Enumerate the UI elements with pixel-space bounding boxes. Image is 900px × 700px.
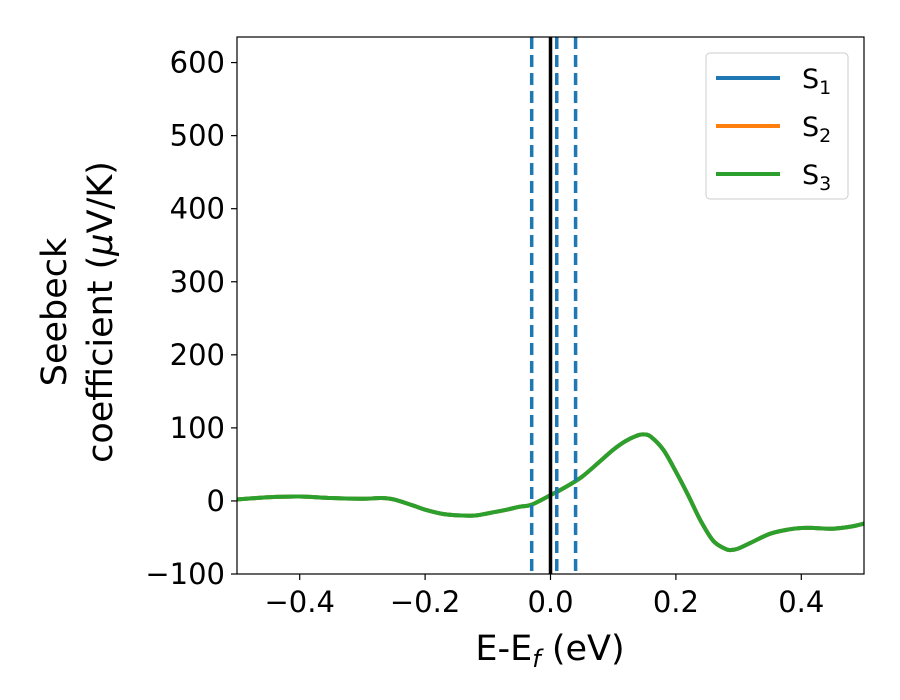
x-axis: −0.4 −0.2 0.0 0.2 0.4 xyxy=(264,574,824,619)
y-axis-label-line2: coefficient (μV/K) xyxy=(81,161,121,463)
y-tick-label: 100 xyxy=(170,411,225,445)
y-axis: −100 0 100 200 300 400 500 600 xyxy=(145,46,237,591)
y-tick-label: 300 xyxy=(170,265,225,299)
y-axis-label-line1: Seebeck xyxy=(35,237,75,386)
x-tick-label: −0.2 xyxy=(390,585,460,619)
x-tick-label: 0.4 xyxy=(778,585,824,619)
y-tick-label: 400 xyxy=(170,192,225,226)
y-tick-label: 0 xyxy=(207,484,225,518)
legend-label-s1: S1 xyxy=(802,64,831,99)
series-line-s3 xyxy=(237,432,864,553)
y-tick-label: 600 xyxy=(170,46,225,80)
legend-label-s3: S3 xyxy=(802,160,831,195)
y-tick-label: 200 xyxy=(170,338,225,372)
x-axis-label: E-Ef (eV) xyxy=(475,629,624,673)
legend: S1 S2 S3 xyxy=(705,52,849,200)
y-axis-label: Seebeck coefficient (μV/K) xyxy=(35,161,121,463)
x-axis-label-tail: (eV) xyxy=(541,629,625,669)
plot-area xyxy=(237,37,864,574)
x-axis-label-main: E-E xyxy=(475,629,532,669)
x-tick-label: −0.4 xyxy=(264,585,334,619)
y-tick-label: 500 xyxy=(170,119,225,153)
x-tick-label: 0.2 xyxy=(653,585,699,619)
legend-label-s2: S2 xyxy=(802,112,831,147)
y-tick-label: −100 xyxy=(145,557,225,591)
x-tick-label: 0.0 xyxy=(527,585,573,619)
